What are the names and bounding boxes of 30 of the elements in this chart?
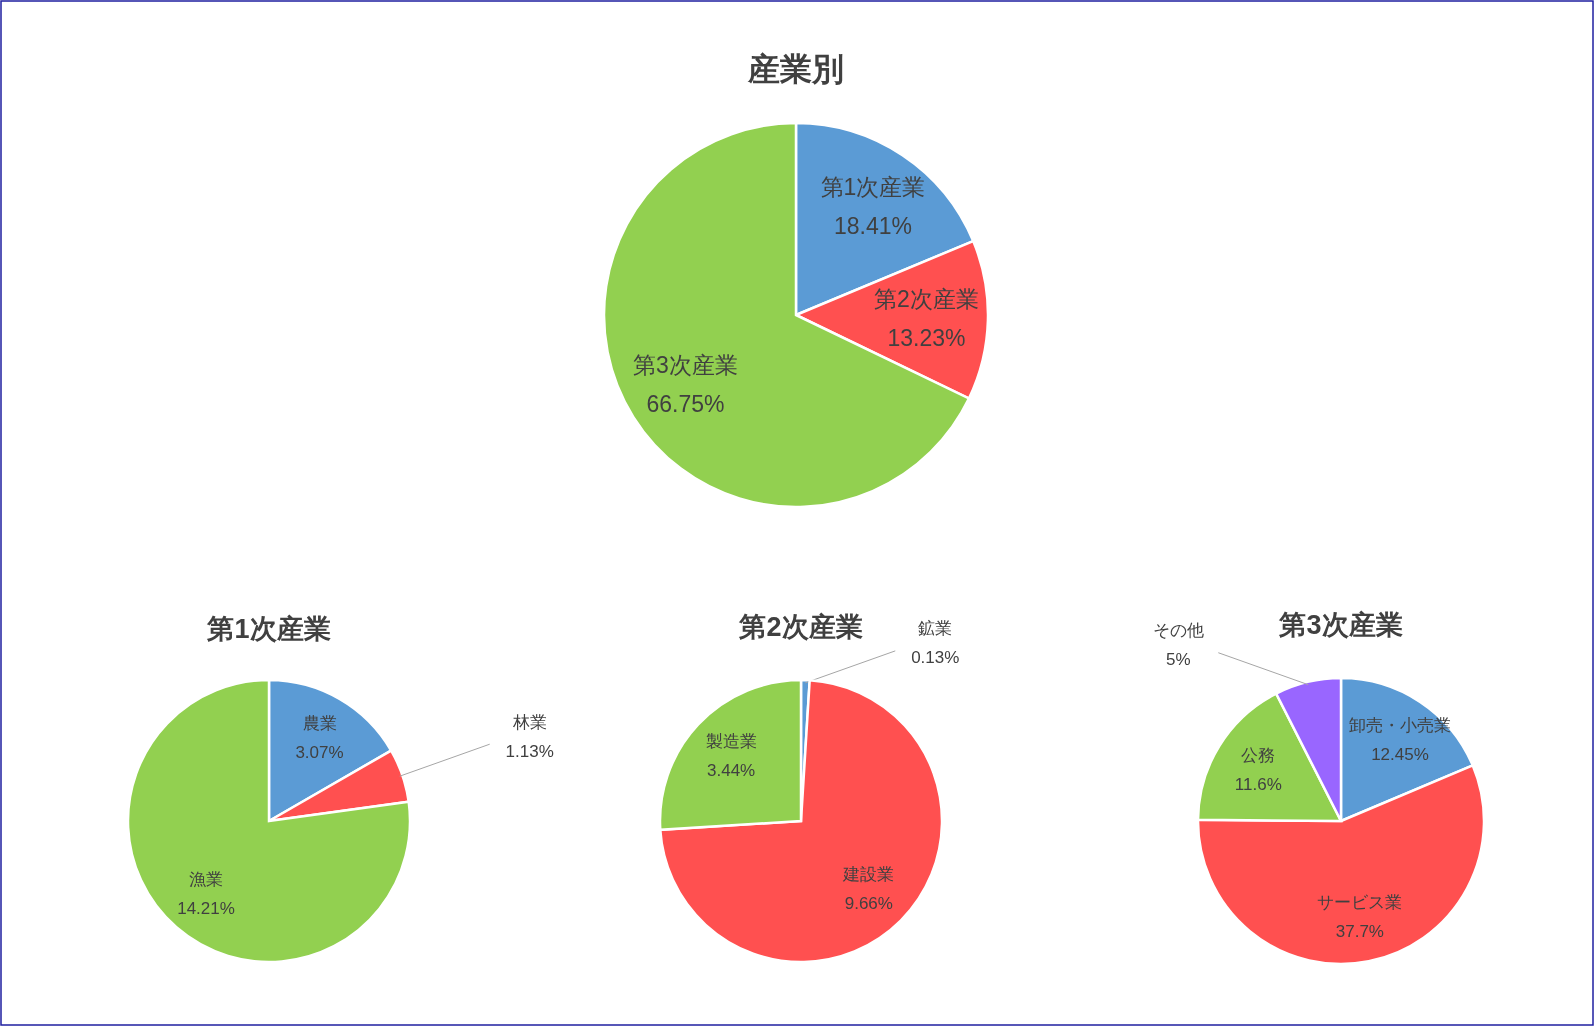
data-label: 18.41% xyxy=(833,212,913,239)
data-label: 37.7% xyxy=(1335,921,1384,941)
slice-label: サービス業 xyxy=(1317,892,1403,912)
data-label: 11.6% xyxy=(1234,775,1282,795)
slice-label: その他 xyxy=(1152,621,1204,641)
slice-label: 農業 xyxy=(302,714,337,734)
data-label: 0.13% xyxy=(911,648,960,668)
slice-label: 卸売・小売業 xyxy=(1349,716,1451,736)
data-label: 66.75% xyxy=(646,391,725,418)
data-label: 3.44% xyxy=(707,760,756,780)
chart-title: 第1次産業 xyxy=(206,614,331,644)
data-label: 3.07% xyxy=(295,743,344,763)
data-label: 14.21% xyxy=(177,898,235,918)
slice-label: 鉱業 xyxy=(918,619,953,639)
slice-label: 第2次産業 xyxy=(874,286,979,313)
slice-label: 林業 xyxy=(511,712,547,732)
chart-title: 第2次産業 xyxy=(738,612,863,642)
data-label: 12.45% xyxy=(1371,745,1429,765)
data-label: 13.23% xyxy=(887,325,966,352)
slice-label: 漁業 xyxy=(189,869,224,889)
data-label: 5% xyxy=(1166,650,1191,670)
slice-label: 第1次産業 xyxy=(820,173,926,200)
chart-title: 第3次産業 xyxy=(1278,610,1403,640)
slice-label: 公務 xyxy=(1241,746,1276,766)
data-label: 1.13% xyxy=(505,741,554,761)
slice-label: 製造業 xyxy=(705,731,757,751)
chart-title: 産業別 xyxy=(747,51,844,87)
slice-label: 建設業 xyxy=(842,865,895,885)
slice-label: 第3次産業 xyxy=(633,351,738,378)
data-label: 9.66% xyxy=(844,894,893,914)
